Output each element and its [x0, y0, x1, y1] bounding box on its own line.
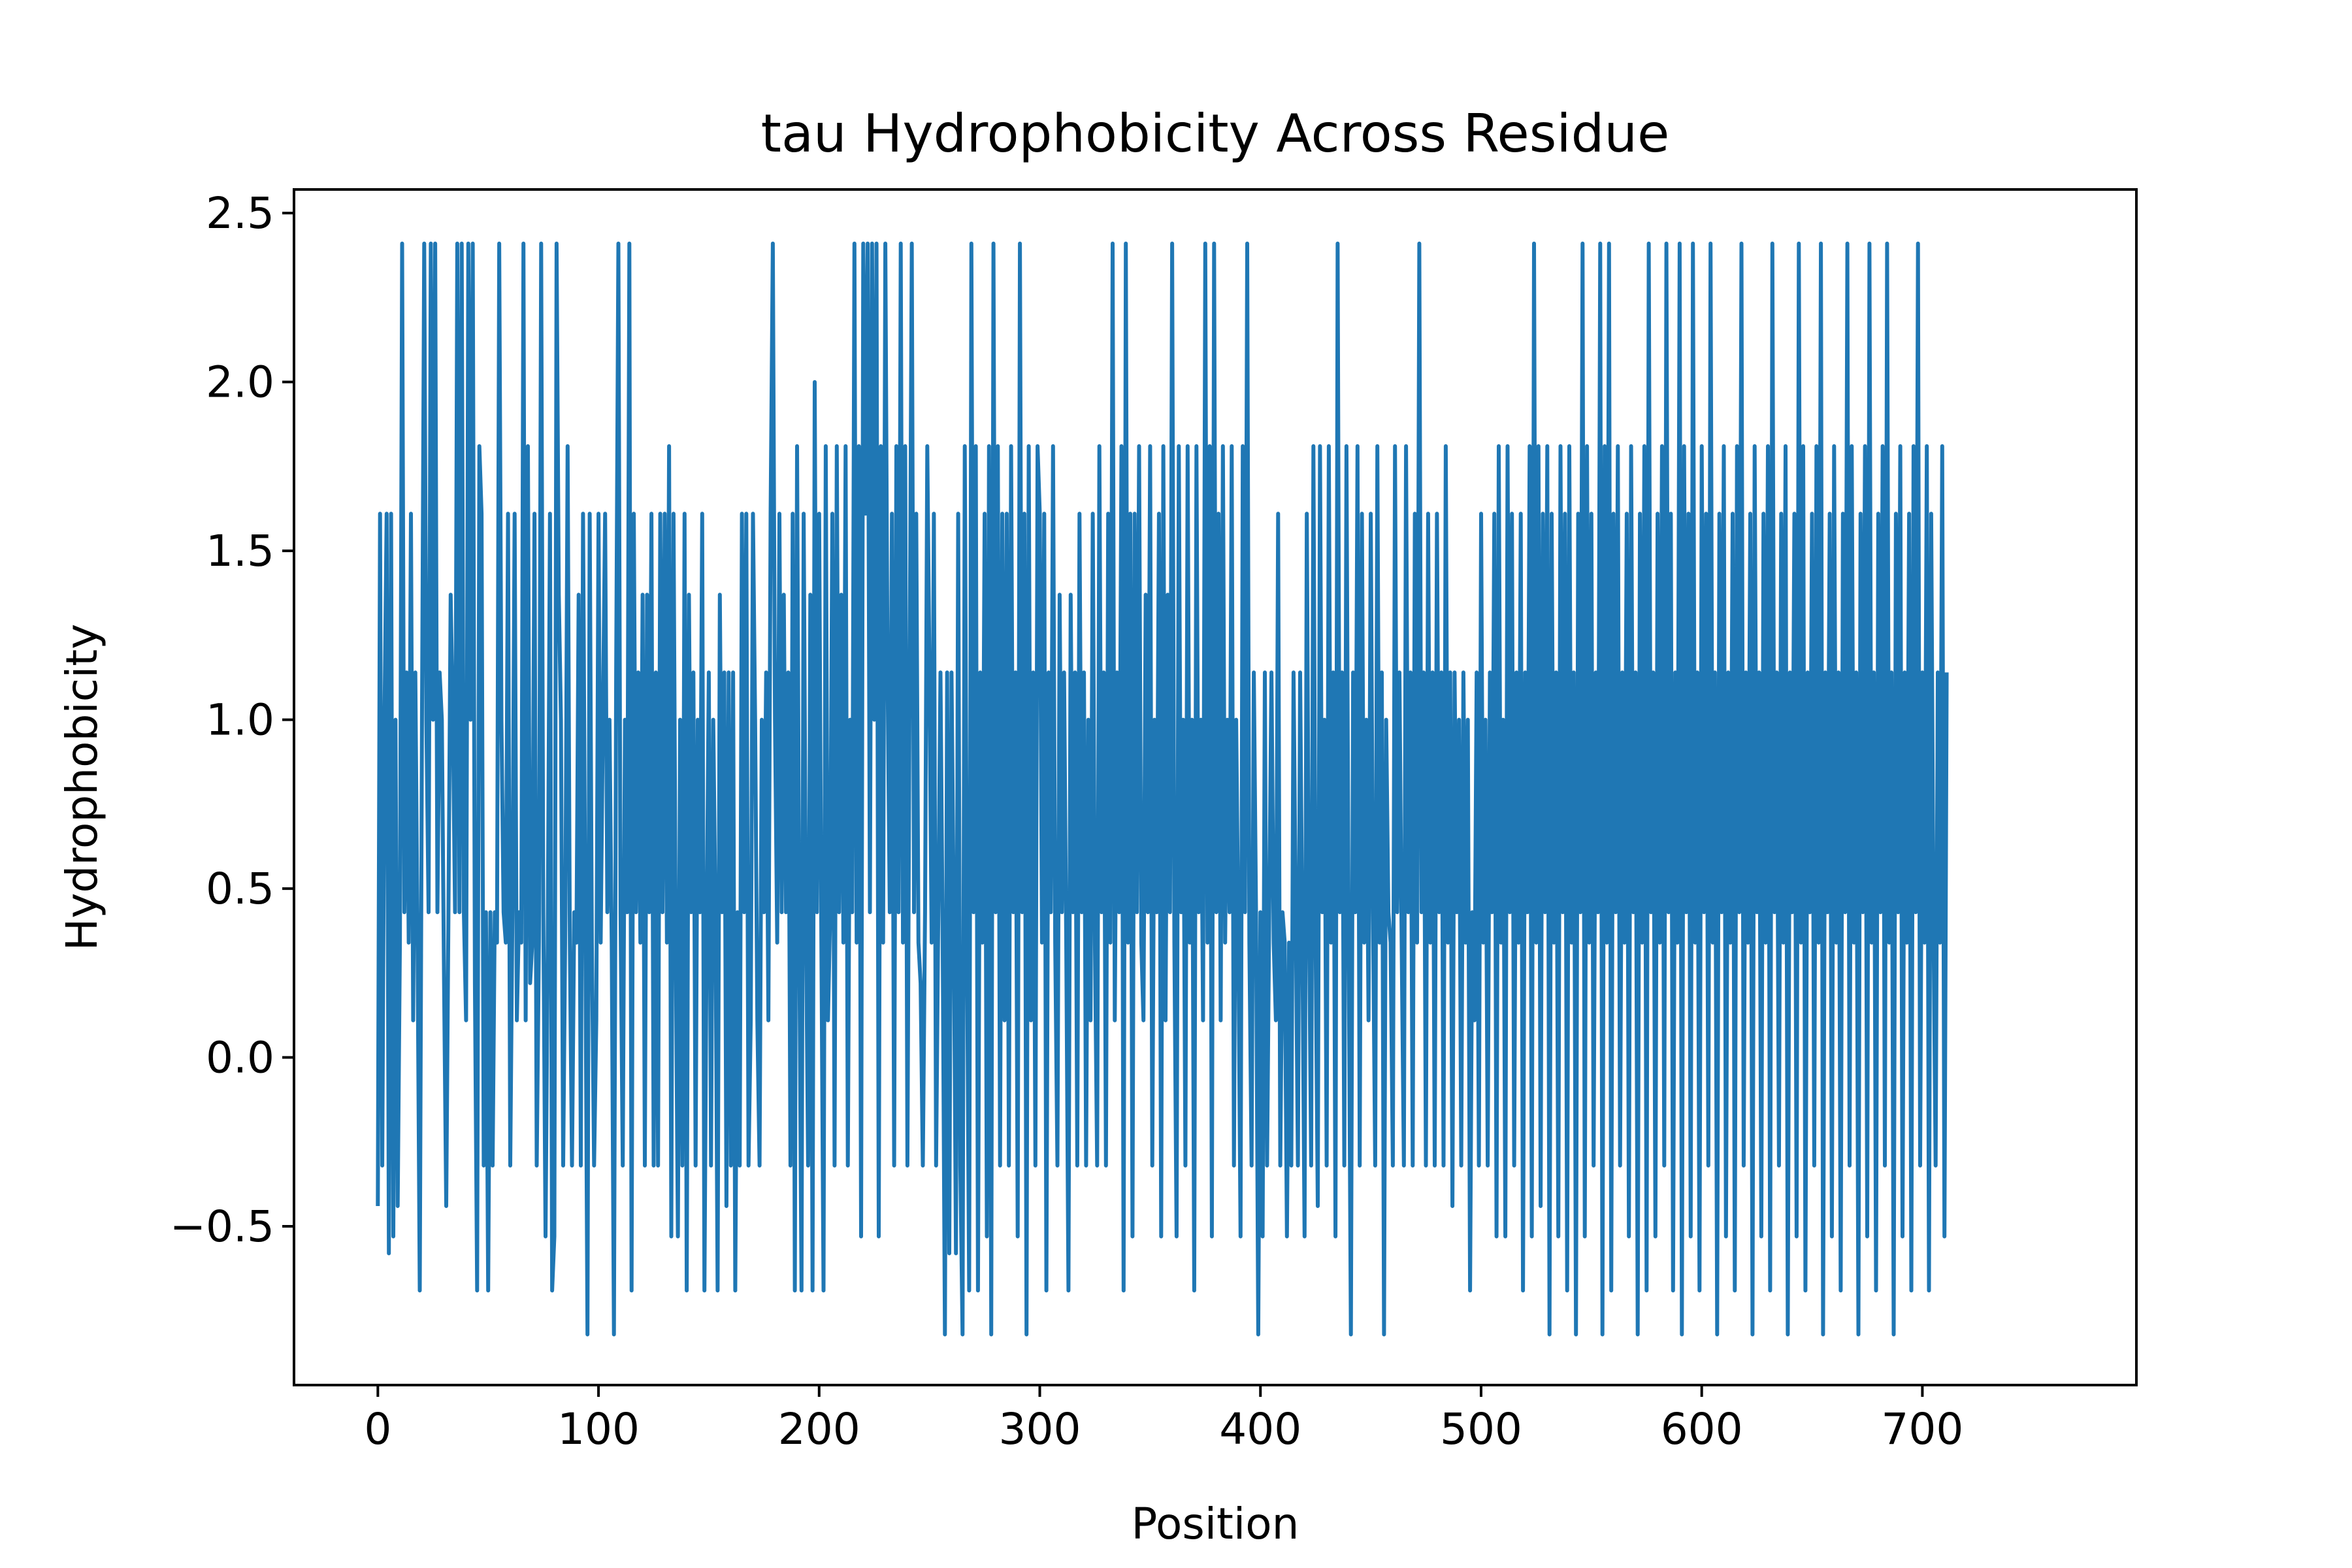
x-axis: 0 100 200 300 400 500 600 700: [364, 1385, 1963, 1454]
y-axis: −0.5 0.0 0.5 1.0 1.5 2.0 2.5: [170, 188, 294, 1252]
x-axis-label: Position: [1132, 1499, 1299, 1549]
y-tick-label: 1.5: [206, 526, 274, 576]
axes-frame: [293, 188, 2138, 1386]
chart-title: tau Hydrophobicity Across Residue: [761, 103, 1670, 164]
x-tick-label: 0: [364, 1404, 391, 1454]
y-tick-label: 2.5: [206, 188, 274, 238]
y-tick-label: 0.5: [206, 864, 274, 914]
plot-area: [376, 241, 1949, 1337]
x-tick-label: 100: [557, 1404, 640, 1454]
y-tick-label: 0.0: [206, 1033, 274, 1083]
y-tick-label: −0.5: [170, 1201, 274, 1252]
y-tick-label: 2.0: [206, 357, 274, 408]
x-tick-label: 600: [1661, 1404, 1743, 1454]
series-line-0: [376, 241, 1949, 1337]
x-tick-label: 700: [1881, 1404, 1963, 1454]
y-tick-label: 1.0: [206, 695, 274, 745]
x-tick-label: 300: [999, 1404, 1081, 1454]
x-tick-label: 400: [1219, 1404, 1301, 1454]
y-axis-label: Hydrophobicity: [57, 624, 107, 951]
x-tick-label: 500: [1440, 1404, 1522, 1454]
x-tick-label: 200: [778, 1404, 860, 1454]
